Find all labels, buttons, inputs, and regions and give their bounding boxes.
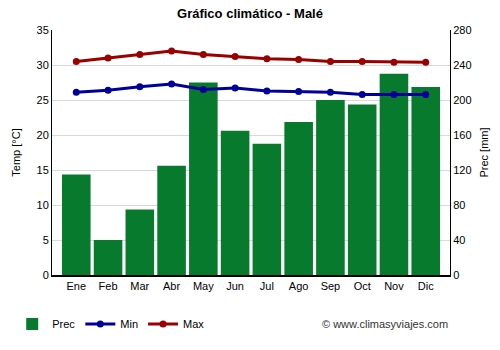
svg-text:35: 35	[37, 24, 49, 36]
svg-text:Ago: Ago	[289, 280, 309, 292]
svg-text:120: 120	[453, 164, 471, 176]
svg-text:240: 240	[453, 59, 471, 71]
svg-text:30: 30	[37, 59, 49, 71]
svg-text:15: 15	[37, 164, 49, 176]
svg-text:Gráfico climático - Malé: Gráfico climático - Malé	[177, 6, 323, 21]
svg-text:Jun: Jun	[226, 280, 244, 292]
svg-text:0: 0	[43, 269, 49, 281]
svg-text:40: 40	[453, 234, 465, 246]
svg-text:Oct: Oct	[354, 280, 371, 292]
svg-text:280: 280	[453, 24, 471, 36]
svg-text:Nov: Nov	[384, 280, 404, 292]
svg-text:Min: Min	[120, 318, 138, 330]
svg-text:80: 80	[453, 199, 465, 211]
svg-text:10: 10	[37, 199, 49, 211]
svg-text:Prec [mm]: Prec [mm]	[478, 127, 490, 177]
svg-text:0: 0	[453, 269, 459, 281]
svg-text:Dic: Dic	[418, 280, 434, 292]
svg-text:© www.climasyviajes.com: © www.climasyviajes.com	[322, 318, 448, 330]
svg-text:Jul: Jul	[260, 280, 274, 292]
svg-text:Sep: Sep	[321, 280, 341, 292]
svg-text:Ene: Ene	[66, 280, 86, 292]
svg-text:Temp [°C]: Temp [°C]	[10, 128, 22, 176]
svg-text:Prec: Prec	[52, 318, 75, 330]
svg-text:20: 20	[37, 129, 49, 141]
svg-text:25: 25	[37, 94, 49, 106]
svg-text:200: 200	[453, 94, 471, 106]
svg-text:Feb: Feb	[99, 280, 118, 292]
svg-text:160: 160	[453, 129, 471, 141]
svg-text:May: May	[193, 280, 214, 292]
svg-text:Mar: Mar	[130, 280, 149, 292]
svg-text:Abr: Abr	[163, 280, 180, 292]
svg-text:Max: Max	[183, 318, 204, 330]
svg-text:5: 5	[43, 234, 49, 246]
